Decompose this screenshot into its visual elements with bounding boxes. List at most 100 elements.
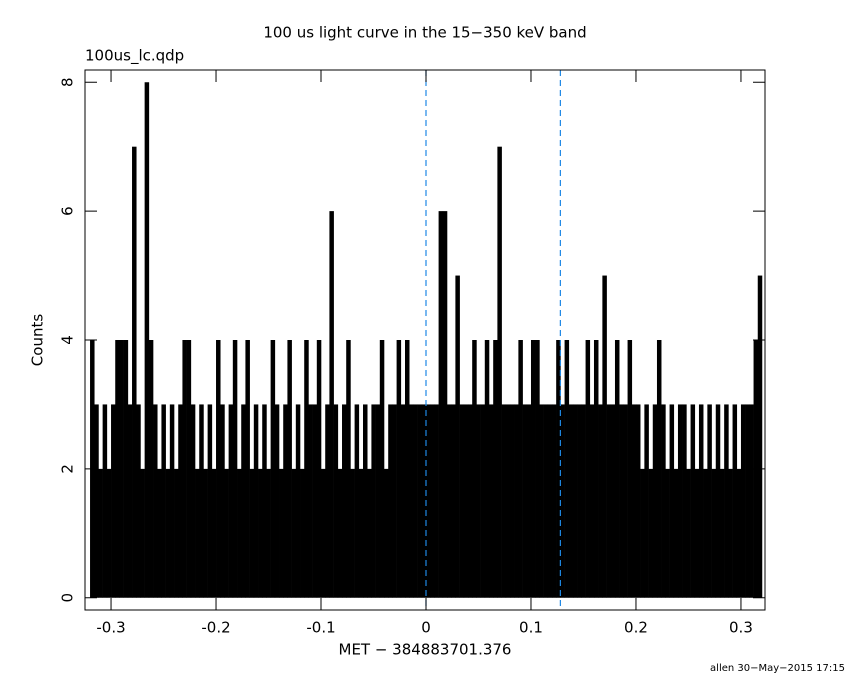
bar [241, 404, 246, 598]
bar [568, 404, 574, 598]
bar [627, 340, 633, 598]
bar [337, 468, 343, 598]
bar [589, 404, 595, 598]
bar [694, 468, 700, 598]
bar [237, 468, 242, 598]
bar [606, 404, 612, 598]
bar [430, 404, 435, 598]
bar [614, 340, 620, 598]
bar [195, 468, 200, 598]
bar [178, 404, 183, 598]
bar [115, 340, 120, 598]
bar [417, 404, 423, 598]
bar [518, 340, 523, 598]
bar [270, 340, 276, 598]
bar [551, 404, 557, 598]
bar [312, 404, 318, 598]
bar [161, 404, 166, 598]
x-tick-label: 0.2 [624, 619, 648, 637]
bar [165, 468, 171, 598]
bar [111, 404, 116, 598]
bar [736, 468, 742, 598]
bar [501, 404, 507, 598]
bar [547, 404, 553, 598]
bar [119, 340, 124, 598]
bar [400, 404, 406, 598]
bar [719, 468, 725, 598]
bar [707, 404, 712, 598]
bar [300, 468, 305, 598]
bar [346, 340, 351, 598]
bar [220, 404, 225, 598]
bar [249, 468, 255, 598]
bar [497, 146, 502, 598]
chart-title: 100 us light curve in the 15−350 keV ban… [263, 24, 586, 42]
bar [556, 340, 561, 598]
y-tick-label: 4 [59, 335, 77, 345]
bar [467, 404, 473, 598]
bar [749, 404, 754, 598]
bar [405, 340, 410, 598]
bar [635, 404, 641, 598]
bar [728, 468, 733, 598]
bar [232, 340, 238, 598]
bar [514, 404, 519, 598]
x-tick-label: -0.2 [201, 619, 230, 637]
bar [543, 404, 549, 598]
bar [648, 468, 654, 598]
y-tick-label: 0 [59, 593, 77, 603]
bar [333, 404, 339, 598]
bar [308, 404, 313, 598]
bar [371, 404, 376, 598]
bar [94, 404, 99, 598]
bar [207, 404, 213, 598]
bar [560, 404, 565, 598]
bar [593, 340, 599, 598]
bar [480, 404, 486, 598]
bar [745, 404, 750, 598]
bar [505, 404, 511, 598]
bar [732, 404, 738, 598]
bar [224, 468, 229, 598]
bar [321, 468, 326, 598]
bar [446, 404, 452, 598]
y-tick-label: 2 [59, 464, 77, 474]
bar [363, 404, 368, 598]
bar [388, 404, 393, 598]
bar [325, 404, 330, 598]
x-tick-label: -0.1 [306, 619, 335, 637]
bar [102, 404, 108, 598]
bar [258, 468, 263, 598]
bar [509, 404, 515, 598]
bar [157, 468, 162, 598]
bar [572, 404, 578, 598]
x-tick-label: 0.3 [729, 619, 753, 637]
bar [669, 404, 675, 598]
x-axis-label: MET − 384883701.376 [339, 641, 512, 659]
bar [665, 468, 670, 598]
y-axis-label: Counts [29, 314, 47, 367]
bar [602, 275, 607, 598]
bar [476, 404, 481, 598]
bar [598, 404, 603, 598]
bar [123, 340, 129, 598]
bar [396, 340, 402, 598]
bar [274, 404, 280, 598]
bar [703, 468, 708, 598]
bar [619, 404, 624, 598]
bar [656, 340, 662, 598]
bar [140, 468, 145, 598]
bar [136, 404, 141, 598]
bar [631, 404, 637, 598]
bar [342, 404, 347, 598]
bar [652, 404, 658, 598]
bar [279, 468, 284, 598]
bar [698, 404, 704, 598]
bar [375, 404, 381, 598]
bar [283, 404, 288, 598]
bar [384, 468, 389, 598]
bar [451, 404, 456, 598]
x-tick-label: 0.1 [519, 619, 543, 637]
bar [228, 404, 234, 598]
bar [266, 468, 271, 598]
